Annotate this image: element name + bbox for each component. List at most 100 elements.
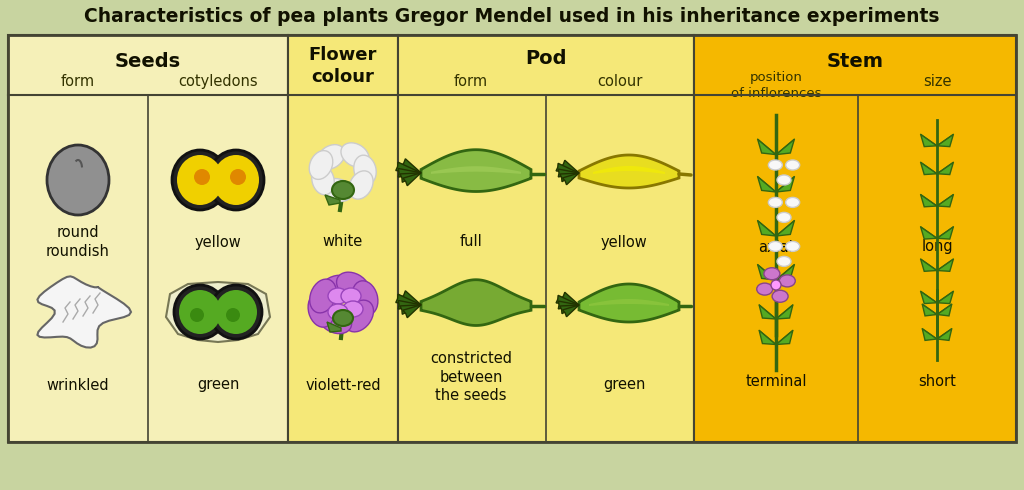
Polygon shape [558, 301, 579, 309]
Ellipse shape [318, 275, 351, 303]
Ellipse shape [230, 169, 246, 185]
Polygon shape [921, 134, 937, 147]
Text: long: long [922, 240, 952, 254]
Polygon shape [558, 169, 579, 177]
Text: Pod: Pod [525, 49, 566, 69]
Polygon shape [398, 300, 421, 309]
Text: yellow: yellow [601, 235, 647, 249]
Ellipse shape [177, 155, 223, 205]
Ellipse shape [768, 242, 782, 251]
Polygon shape [561, 160, 579, 173]
Ellipse shape [333, 310, 353, 326]
Text: green: green [603, 377, 645, 392]
Polygon shape [400, 305, 421, 314]
Ellipse shape [772, 290, 788, 302]
Polygon shape [402, 173, 421, 186]
Ellipse shape [764, 268, 780, 280]
Ellipse shape [785, 160, 800, 170]
Polygon shape [937, 259, 953, 271]
Polygon shape [560, 173, 579, 182]
Ellipse shape [344, 300, 374, 332]
Polygon shape [937, 227, 953, 239]
Ellipse shape [190, 308, 204, 322]
Ellipse shape [328, 304, 348, 320]
Ellipse shape [328, 288, 348, 304]
Text: violett-red: violett-red [305, 377, 381, 392]
Ellipse shape [311, 165, 334, 195]
Polygon shape [921, 195, 937, 207]
Ellipse shape [785, 242, 800, 251]
Text: form: form [61, 74, 95, 90]
Ellipse shape [226, 308, 240, 322]
Ellipse shape [343, 301, 362, 317]
Polygon shape [776, 305, 793, 319]
Text: yellow: yellow [195, 235, 242, 249]
Polygon shape [937, 291, 953, 304]
Polygon shape [421, 280, 531, 325]
Text: form: form [454, 74, 488, 90]
Ellipse shape [768, 197, 782, 207]
Bar [288, 35, 398, 442]
Text: white: white [323, 235, 364, 249]
Ellipse shape [179, 290, 221, 334]
Ellipse shape [777, 175, 791, 185]
Ellipse shape [215, 290, 257, 334]
Polygon shape [579, 284, 679, 322]
Polygon shape [562, 305, 579, 317]
Ellipse shape [213, 155, 259, 205]
Ellipse shape [210, 285, 262, 339]
Polygon shape [921, 291, 937, 304]
Ellipse shape [318, 306, 351, 334]
Polygon shape [325, 195, 340, 205]
Polygon shape [937, 162, 953, 174]
Polygon shape [561, 292, 579, 305]
Ellipse shape [309, 279, 336, 313]
Polygon shape [758, 265, 776, 280]
Ellipse shape [194, 169, 210, 185]
Polygon shape [776, 139, 795, 155]
Polygon shape [776, 330, 793, 344]
Text: size: size [923, 74, 951, 90]
Ellipse shape [309, 150, 333, 179]
Polygon shape [921, 227, 937, 239]
Ellipse shape [349, 171, 373, 199]
Polygon shape [579, 155, 679, 188]
Polygon shape [758, 220, 776, 236]
Polygon shape [166, 282, 270, 342]
Text: Stem: Stem [826, 52, 884, 72]
Bar [8, 35, 1016, 442]
Bar [694, 35, 1016, 442]
Polygon shape [556, 163, 579, 173]
Ellipse shape [785, 197, 800, 207]
Polygon shape [401, 291, 421, 305]
Polygon shape [396, 162, 421, 173]
Ellipse shape [47, 145, 109, 215]
Polygon shape [327, 322, 341, 332]
Text: Characteristics of pea plants Gregor Mendel used in his inheritance experiments: Characteristics of pea plants Gregor Men… [84, 7, 940, 26]
Bar [398, 35, 694, 442]
Ellipse shape [777, 212, 791, 222]
Polygon shape [401, 159, 421, 173]
Text: constricted
between
the seeds: constricted between the seeds [430, 351, 512, 403]
Polygon shape [923, 304, 937, 316]
Ellipse shape [757, 283, 773, 295]
Ellipse shape [353, 155, 376, 185]
Ellipse shape [308, 293, 334, 327]
Ellipse shape [779, 275, 796, 287]
Polygon shape [937, 329, 951, 341]
Polygon shape [923, 329, 937, 341]
Ellipse shape [777, 256, 791, 267]
Polygon shape [921, 162, 937, 174]
Ellipse shape [172, 150, 228, 210]
Text: colour: colour [597, 74, 643, 90]
Text: round
roundish: round roundish [46, 225, 110, 259]
Polygon shape [937, 195, 953, 207]
Polygon shape [759, 330, 776, 344]
Ellipse shape [768, 160, 782, 170]
Text: Flower
colour: Flower colour [309, 46, 377, 86]
Text: wrinkled: wrinkled [47, 377, 110, 392]
Text: terminal: terminal [745, 374, 807, 390]
Polygon shape [759, 305, 776, 319]
Text: axial: axial [759, 240, 794, 254]
Bar [8, 35, 288, 442]
